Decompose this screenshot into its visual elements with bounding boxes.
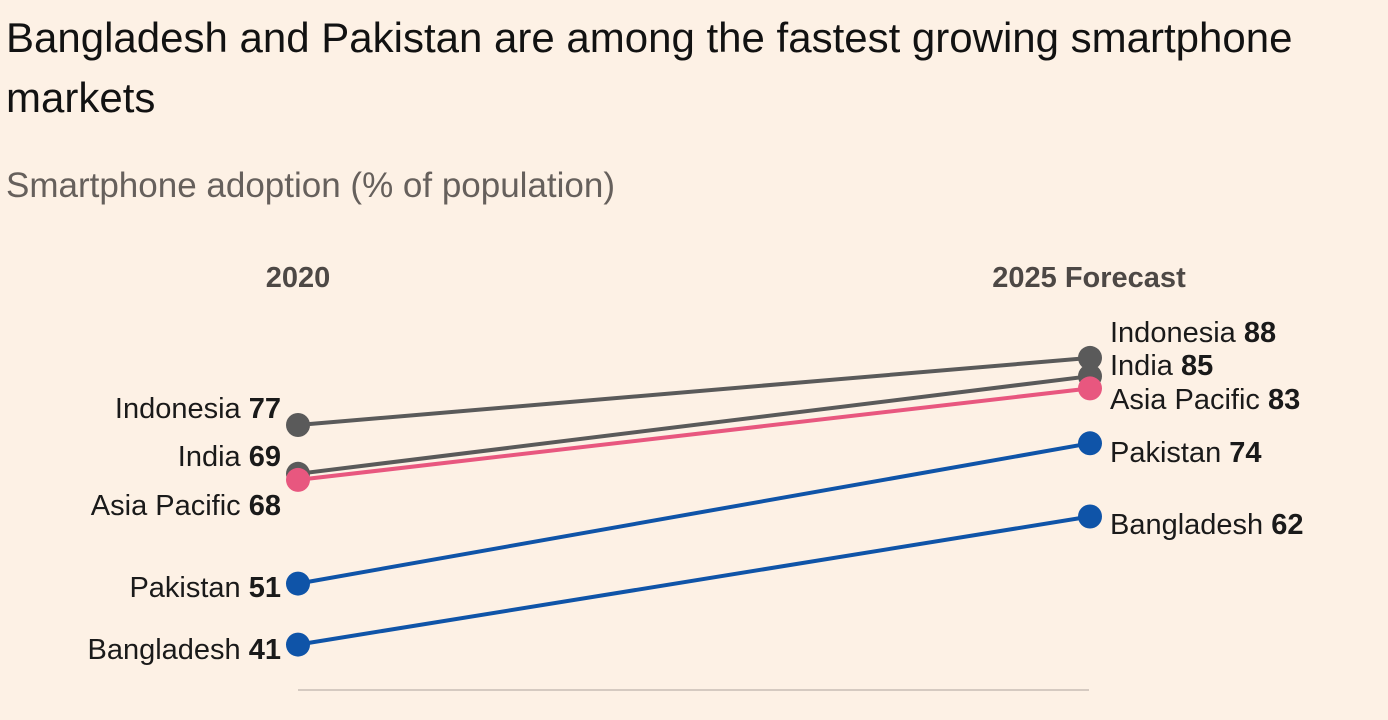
label-asia-pacific-2025: Asia Pacific 83: [1110, 384, 1300, 416]
chart-title: Bangladesh and Pakistan are among the fa…: [6, 14, 1293, 121]
point-asia-pacific-2025: [1078, 376, 1102, 401]
label-asia-pacific-2020: Asia Pacific 68: [91, 490, 281, 522]
label-indonesia-2025: Indonesia 88: [1110, 317, 1276, 349]
label-indonesia-2020: Indonesia 77: [115, 393, 281, 425]
label-india-2025: India 85: [1110, 350, 1213, 382]
point-indonesia-2020: [286, 413, 310, 437]
label-bangladesh-2020: Bangladesh 41: [87, 634, 281, 666]
series-line-indonesia: [296, 355, 1092, 427]
point-bangladesh-2025: [1078, 504, 1102, 529]
series-line-india: [296, 374, 1092, 476]
chart-subtitle: Smartphone adoption (% of population): [6, 166, 616, 205]
point-bangladesh-2020: [286, 632, 310, 657]
label-india-2020: India 69: [178, 441, 281, 473]
point-asia-pacific-2020: [286, 467, 310, 492]
point-pakistan-2025: [1078, 431, 1102, 456]
series-line-bangladesh: [296, 514, 1092, 647]
series-line-asia-pacific: [296, 386, 1092, 482]
label-bangladesh-2025: Bangladesh 62: [1110, 509, 1304, 541]
column-header-left: 2020: [266, 262, 331, 294]
point-pakistan-2020: [286, 571, 310, 596]
point-indonesia-2025: [1078, 345, 1102, 370]
series-line-pakistan: [296, 441, 1092, 586]
label-pakistan-2025: Pakistan 74: [1110, 437, 1262, 469]
label-pakistan-2020: Pakistan 51: [129, 572, 281, 604]
column-header-right: 2025 Forecast: [992, 262, 1186, 294]
